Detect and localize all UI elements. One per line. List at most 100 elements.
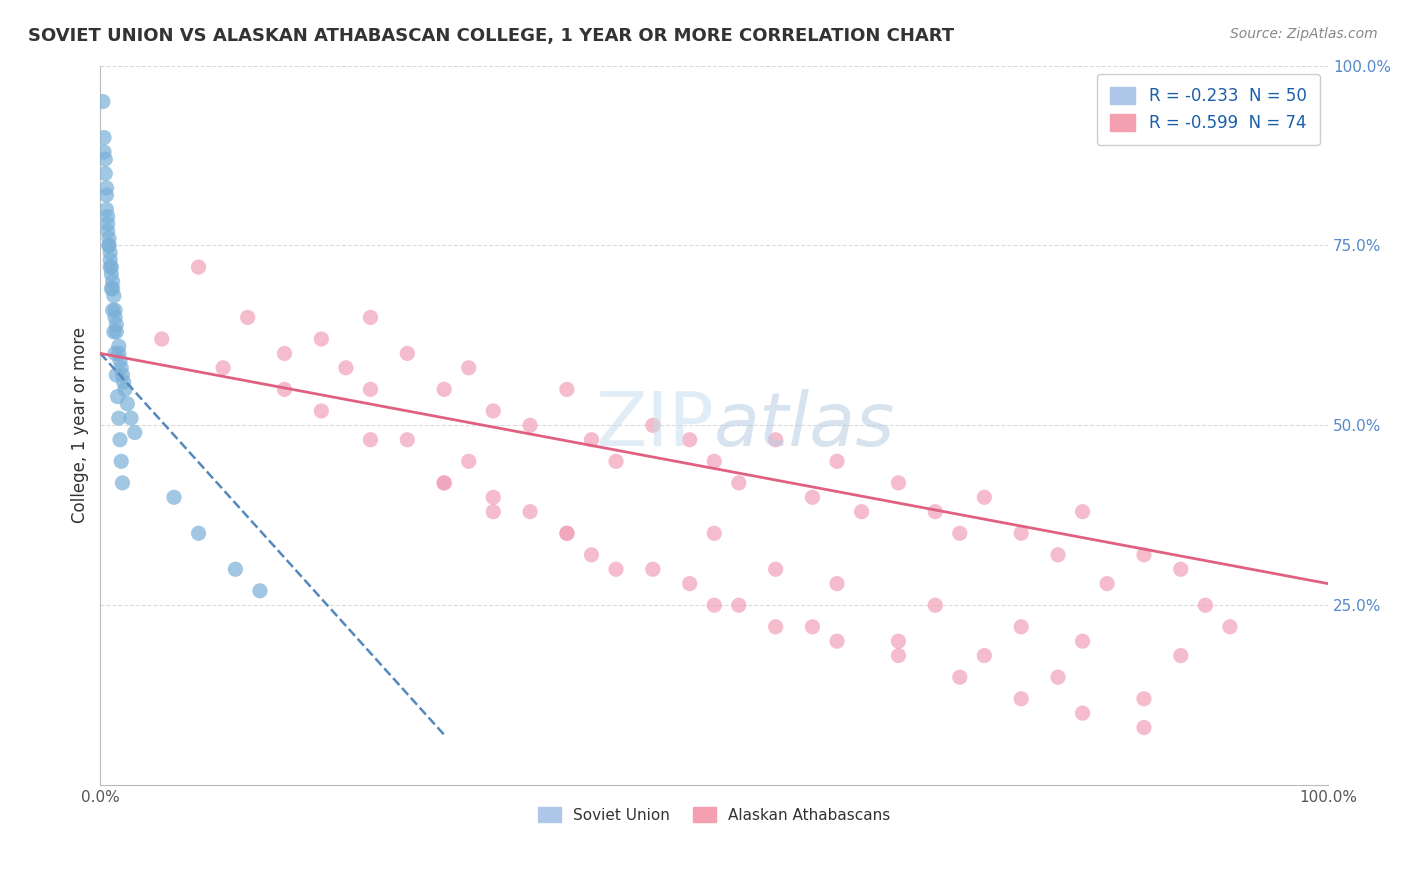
Point <box>1170 562 1192 576</box>
Point <box>1133 548 1156 562</box>
Point <box>801 620 824 634</box>
Point <box>111 368 134 382</box>
Point <box>335 360 357 375</box>
Point <box>641 562 664 576</box>
Point <box>1133 691 1156 706</box>
Point <box>311 404 333 418</box>
Point <box>150 332 173 346</box>
Point <box>108 433 131 447</box>
Point <box>1010 691 1032 706</box>
Text: Source: ZipAtlas.com: Source: ZipAtlas.com <box>1230 27 1378 41</box>
Point <box>96 181 118 195</box>
Point <box>519 505 541 519</box>
Point <box>105 318 128 332</box>
Point <box>887 634 910 648</box>
Point <box>112 375 135 389</box>
Point <box>581 548 603 562</box>
Point <box>114 383 136 397</box>
Point <box>124 425 146 440</box>
Point <box>212 360 235 375</box>
Point <box>110 454 132 468</box>
Point <box>187 260 209 274</box>
Point <box>1071 505 1094 519</box>
Point <box>887 648 910 663</box>
Point <box>825 634 848 648</box>
Point <box>1219 620 1241 634</box>
Point <box>98 252 121 267</box>
Point <box>107 346 129 360</box>
Point <box>100 260 122 274</box>
Point <box>765 433 787 447</box>
Point <box>94 152 117 166</box>
Point <box>1010 620 1032 634</box>
Point <box>555 526 578 541</box>
Point <box>100 267 122 281</box>
Point <box>103 289 125 303</box>
Point <box>482 404 505 418</box>
Point <box>359 433 381 447</box>
Text: SOVIET UNION VS ALASKAN ATHABASCAN COLLEGE, 1 YEAR OR MORE CORRELATION CHART: SOVIET UNION VS ALASKAN ATHABASCAN COLLE… <box>28 27 955 45</box>
Point <box>555 383 578 397</box>
Point <box>1047 548 1070 562</box>
Point <box>703 526 725 541</box>
Point <box>727 475 749 490</box>
Point <box>103 325 125 339</box>
Point <box>98 245 121 260</box>
Point <box>949 526 972 541</box>
Point <box>101 282 124 296</box>
Point <box>96 202 118 217</box>
Point <box>93 145 115 159</box>
Legend: Soviet Union, Alaskan Athabascans: Soviet Union, Alaskan Athabascans <box>526 795 903 835</box>
Point <box>973 491 995 505</box>
Point <box>433 475 456 490</box>
Point <box>359 310 381 325</box>
Point <box>1170 648 1192 663</box>
Point <box>105 368 128 382</box>
Point <box>97 210 120 224</box>
Point <box>519 418 541 433</box>
Point <box>97 217 120 231</box>
Point <box>555 526 578 541</box>
Point <box>482 505 505 519</box>
Point <box>104 346 127 360</box>
Point <box>703 598 725 612</box>
Point <box>107 390 129 404</box>
Point <box>359 383 381 397</box>
Point <box>457 454 479 468</box>
Point <box>1133 721 1156 735</box>
Point <box>311 332 333 346</box>
Point <box>825 576 848 591</box>
Point <box>457 360 479 375</box>
Point <box>120 411 142 425</box>
Point <box>100 282 122 296</box>
Point <box>163 491 186 505</box>
Point <box>117 397 139 411</box>
Point <box>433 475 456 490</box>
Point <box>1010 526 1032 541</box>
Point <box>249 583 271 598</box>
Point <box>825 454 848 468</box>
Point <box>433 383 456 397</box>
Point <box>97 231 120 245</box>
Point <box>107 411 129 425</box>
Point <box>91 95 114 109</box>
Point <box>1047 670 1070 684</box>
Point <box>101 303 124 318</box>
Point <box>765 562 787 576</box>
Point <box>482 491 505 505</box>
Point <box>851 505 873 519</box>
Point <box>396 346 419 360</box>
Point <box>104 310 127 325</box>
Point <box>973 648 995 663</box>
Point <box>97 238 120 252</box>
Point <box>105 325 128 339</box>
Point <box>110 360 132 375</box>
Point <box>273 383 295 397</box>
Point <box>396 433 419 447</box>
Point <box>703 454 725 468</box>
Point <box>765 620 787 634</box>
Point <box>97 238 120 252</box>
Point <box>1095 576 1118 591</box>
Point <box>641 418 664 433</box>
Point <box>111 475 134 490</box>
